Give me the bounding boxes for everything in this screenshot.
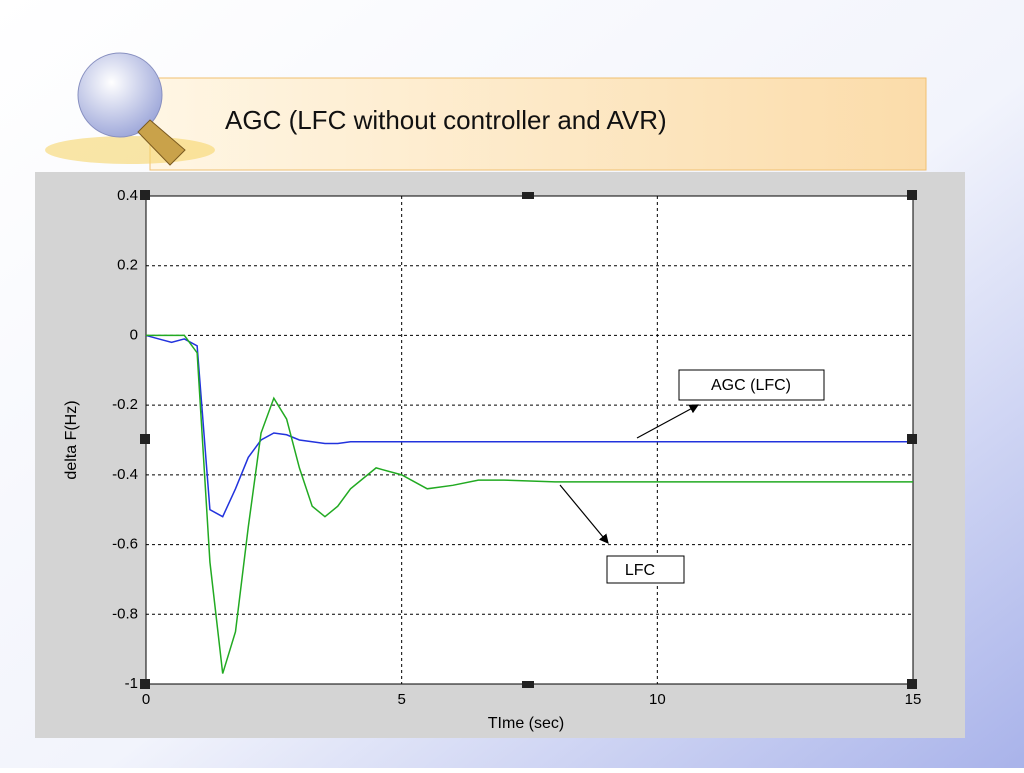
bulb-icon: [45, 52, 215, 166]
series-line: [145, 334, 913, 518]
y-tick-label: -0.2: [112, 396, 138, 413]
y-tick-label: 0: [130, 326, 138, 343]
y-axis-label: delta F(Hz): [63, 400, 80, 479]
y-tick-label: 0.2: [117, 257, 138, 274]
series-line: [146, 334, 913, 674]
y-tick-label: -1: [125, 675, 138, 692]
title-banner: [149, 77, 927, 171]
annotation-box: [606, 555, 685, 584]
y-tick-label: -0.4: [112, 466, 138, 483]
x-tick-label: 10: [649, 691, 666, 708]
x-tick-label: 15: [905, 691, 922, 708]
annotation-label: LFC: [625, 562, 655, 579]
annotation-box: [678, 369, 825, 401]
y-tick-label: -0.8: [112, 605, 138, 622]
annotation-arrows: [559, 404, 700, 544]
x-axis-label: TIme (sec): [488, 715, 564, 732]
y-tick-label: -0.6: [112, 536, 138, 553]
plot-area: [145, 195, 914, 685]
x-tick-label: 0: [142, 691, 150, 708]
plot: 0.40.20-0.2-0.4-0.6-0.8-10 5 10 15: [112, 187, 921, 708]
y-tick-label: 0.4: [117, 187, 138, 204]
x-tick-label: 5: [397, 691, 405, 708]
selection-handles: [140, 190, 917, 689]
slide-title: AGC (LFC without controller and AVR): [225, 105, 667, 135]
annotation-label: AGC (LFC): [711, 377, 791, 394]
